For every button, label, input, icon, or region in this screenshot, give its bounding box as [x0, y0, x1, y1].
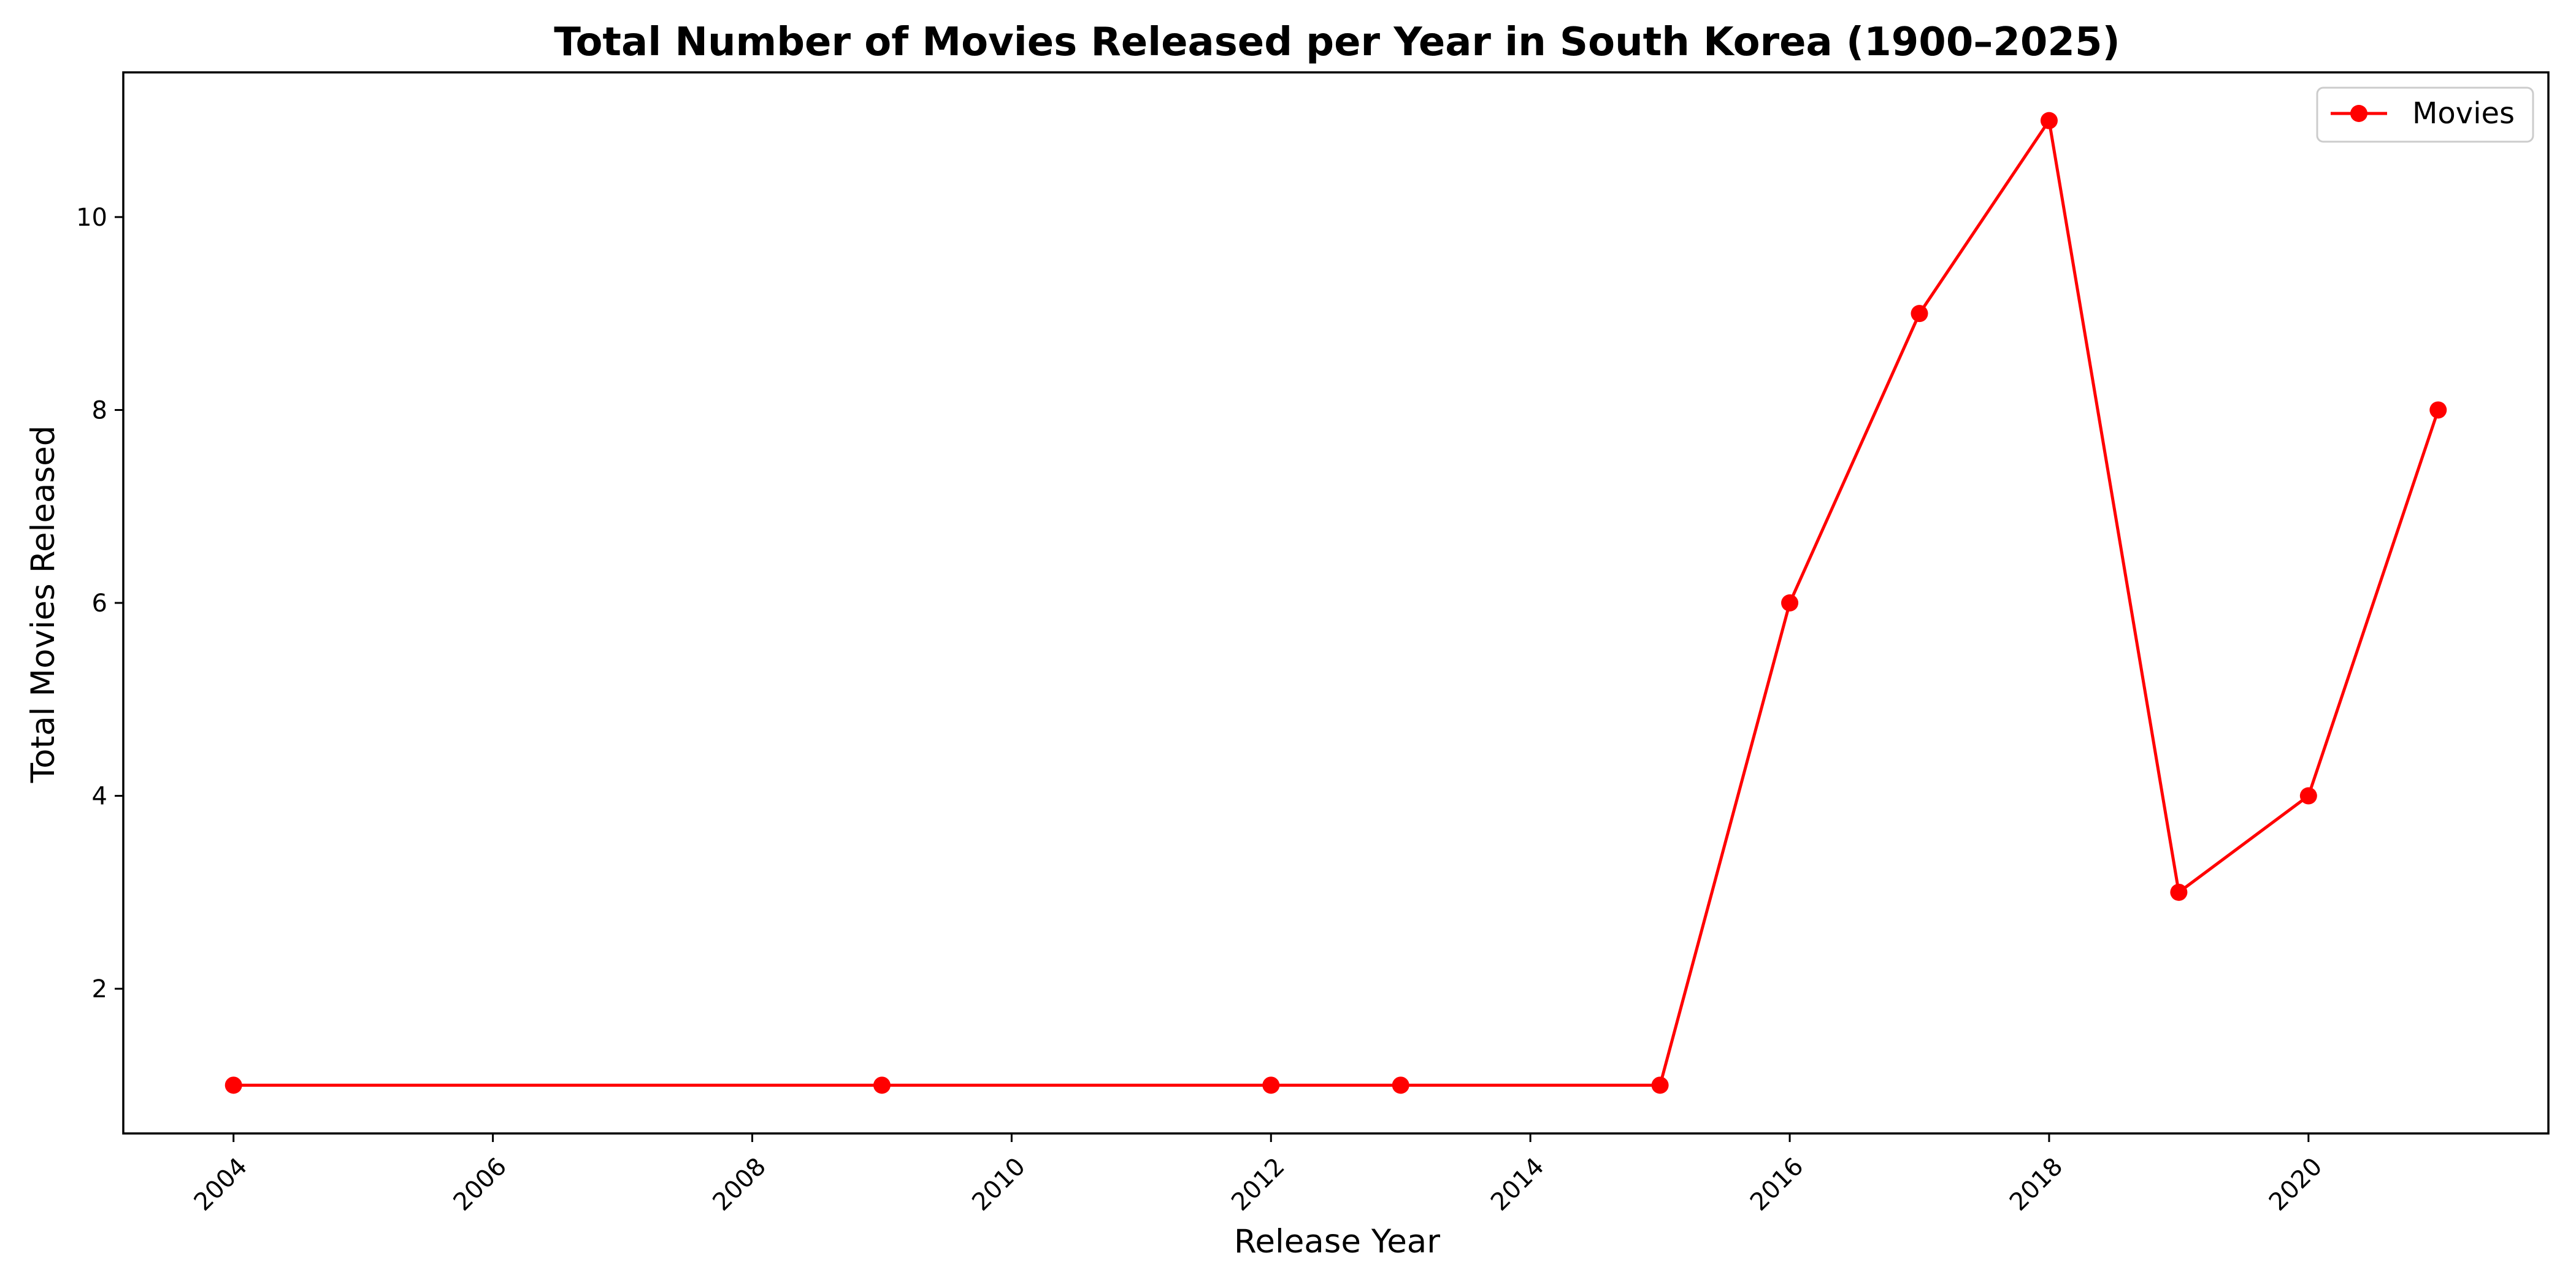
y-axis-ticks: 2 4 6 8 10 — [76, 204, 123, 1003]
legend-box — [2316, 86, 2534, 143]
data-point — [2040, 112, 2058, 129]
data-point — [224, 1076, 242, 1094]
data-point — [873, 1076, 891, 1094]
y-tick-label: 2 — [92, 975, 107, 1003]
y-tick-label: 10 — [76, 204, 107, 232]
data-point — [1911, 305, 1928, 323]
series-layer — [224, 112, 2447, 1094]
data-point — [2299, 787, 2317, 805]
chart-title: Total Number of Movies Released per Year… — [554, 20, 2120, 65]
y-tick-label: 4 — [92, 783, 107, 811]
data-point — [2429, 401, 2447, 419]
data-point — [1781, 594, 1799, 611]
legend: Movies — [2316, 86, 2534, 143]
x-axis-label: Release Year — [1234, 1223, 1440, 1260]
data-point — [1392, 1076, 1409, 1094]
y-tick-label: 8 — [92, 396, 107, 424]
data-point — [2170, 883, 2188, 901]
legend-marker-sample — [2350, 105, 2367, 122]
y-axis-label: Total Movies Released — [25, 426, 62, 784]
y-tick-label: 6 — [92, 589, 107, 618]
data-point — [1651, 1076, 1669, 1094]
legend-label: Movies — [2412, 96, 2515, 131]
data-point — [1262, 1076, 1280, 1094]
plot-area-frame — [122, 71, 2550, 1135]
